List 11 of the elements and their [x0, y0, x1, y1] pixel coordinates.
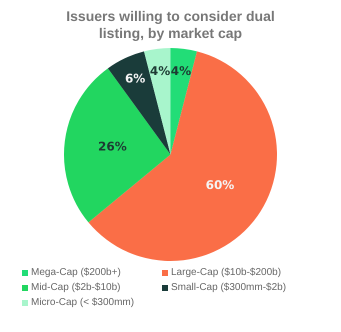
legend-label: Mid-Cap ($2b-$10b) [31, 282, 120, 293]
data-label: 26% [98, 139, 127, 154]
data-label: 4% [170, 64, 192, 78]
chart-title: Issuers willing to consider dual listing, by market cap [65, 8, 276, 42]
data-label: 60% [206, 178, 234, 192]
legend-label: Large-Cap ($10b-$200b) [171, 267, 282, 278]
legend-label: Mega-Cap ($200b+) [31, 267, 121, 278]
data-label: 6% [124, 71, 146, 86]
data-label: 4% [150, 64, 170, 78]
legend-label: Micro-Cap (< $300mm) [31, 297, 134, 308]
legend-label: Small-Cap ($300mm-$2b) [171, 282, 286, 293]
